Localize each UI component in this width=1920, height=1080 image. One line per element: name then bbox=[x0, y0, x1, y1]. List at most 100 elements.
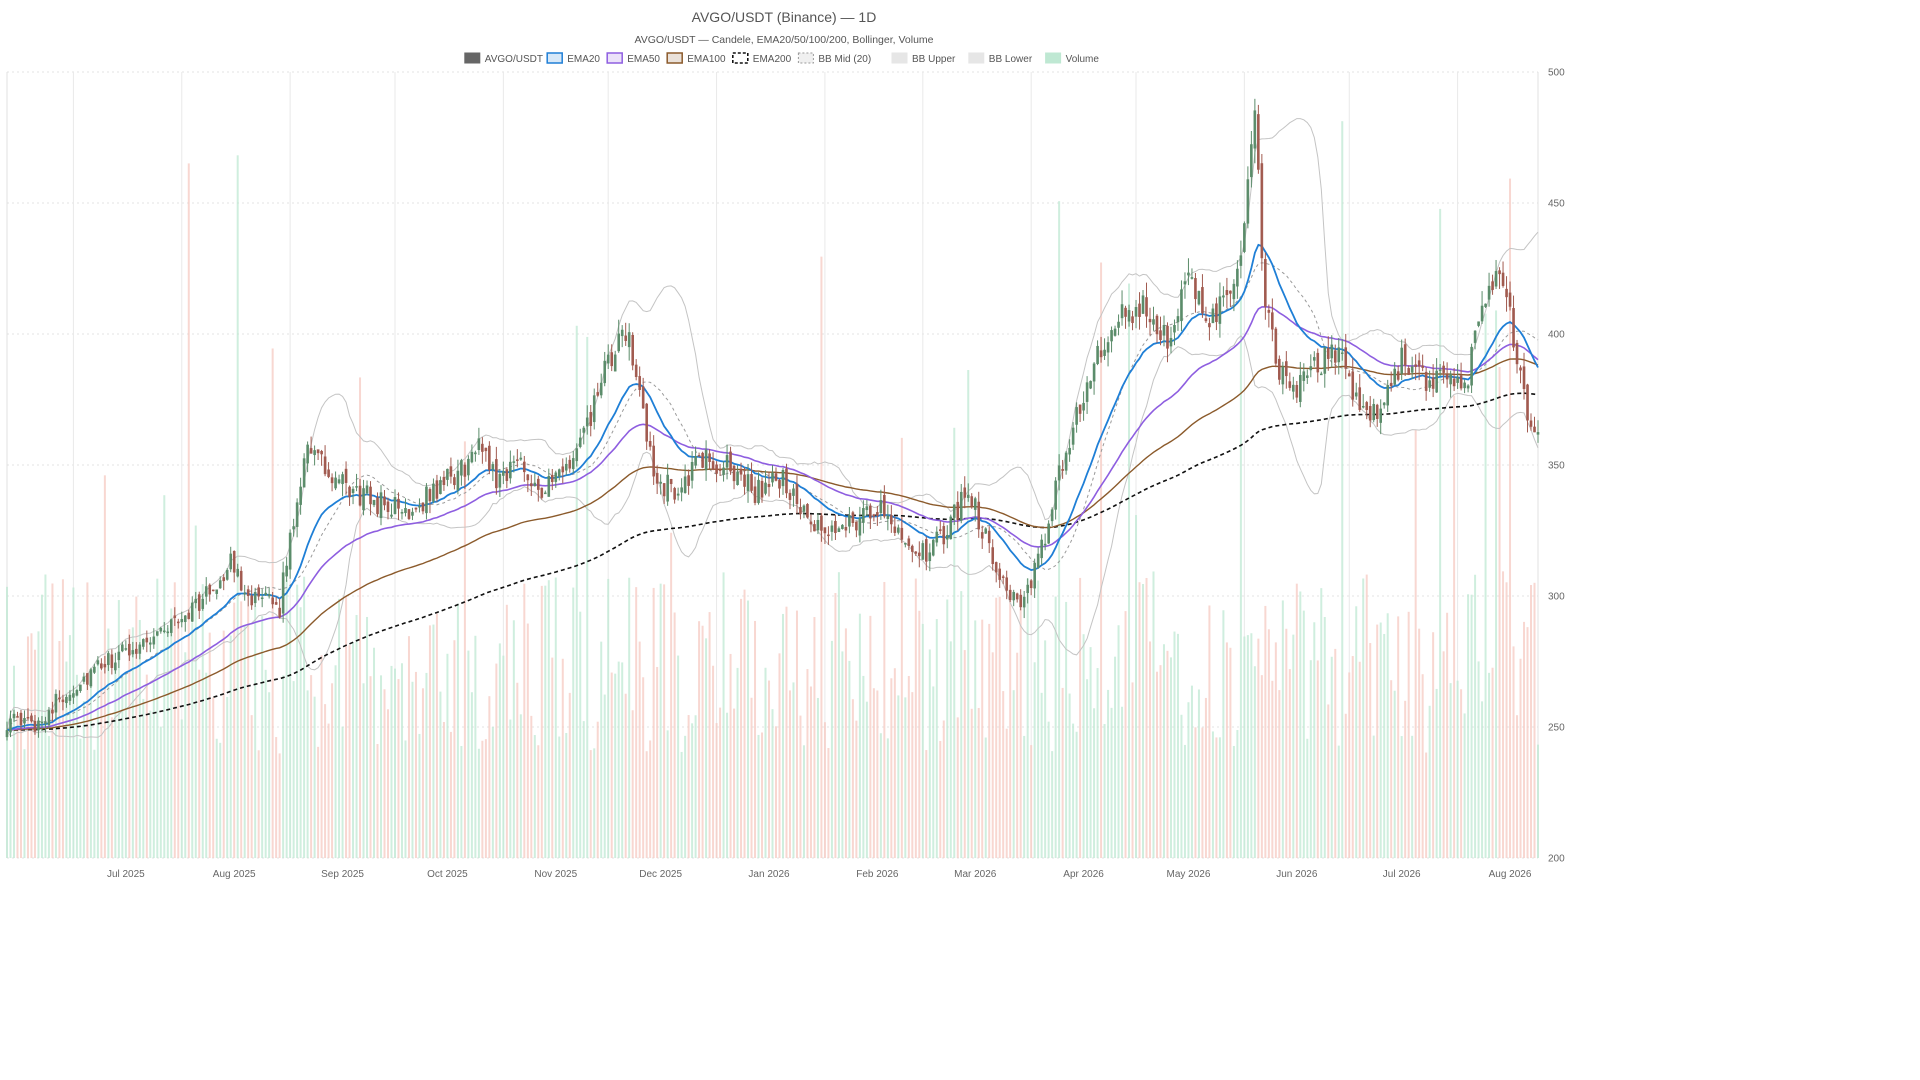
candle bbox=[984, 527, 988, 535]
candle bbox=[194, 591, 198, 609]
volume-bar bbox=[250, 715, 253, 858]
candle bbox=[320, 449, 323, 466]
candle-body bbox=[376, 497, 379, 515]
volume-bar bbox=[1327, 704, 1330, 858]
volume-bar bbox=[1432, 632, 1435, 858]
candle bbox=[1257, 104, 1260, 174]
volume-bar bbox=[359, 377, 362, 858]
candle bbox=[1236, 260, 1239, 299]
candle-body bbox=[470, 451, 474, 463]
volume-bar bbox=[1337, 745, 1340, 858]
volume-bar bbox=[488, 696, 491, 858]
volume-bar bbox=[781, 613, 784, 858]
chart-legend[interactable]: AVGO/USDT EMA20 EMA50 EMA100 EMA200 BB Mid (2… bbox=[464, 52, 1100, 65]
legend-item-ema20[interactable]: EMA20 bbox=[546, 52, 600, 65]
candle bbox=[100, 658, 103, 671]
candle bbox=[5, 721, 9, 741]
candle bbox=[197, 591, 201, 620]
legend-item-avgo-usdt[interactable]: AVGO/USDT bbox=[464, 52, 543, 65]
candle bbox=[599, 373, 603, 399]
candle bbox=[393, 489, 397, 515]
candle bbox=[823, 527, 827, 544]
candle bbox=[1498, 267, 1501, 289]
candle bbox=[956, 491, 960, 531]
candle bbox=[72, 685, 75, 704]
candle bbox=[1008, 584, 1012, 603]
candle bbox=[418, 498, 421, 513]
candle-body bbox=[82, 676, 86, 682]
y-tick-label: 300 bbox=[1548, 592, 1565, 603]
candle bbox=[40, 716, 44, 731]
candle-body bbox=[959, 491, 963, 521]
legend-item-bb-mid-20[interactable]: BB Mid (20) bbox=[797, 52, 871, 65]
candle bbox=[1519, 365, 1522, 384]
volume-bar bbox=[1135, 515, 1138, 858]
candle-body bbox=[841, 524, 844, 529]
x-tick-label: May 2026 bbox=[1166, 869, 1210, 880]
candle bbox=[365, 480, 369, 496]
candle-body bbox=[519, 457, 523, 460]
volume-bar bbox=[1446, 612, 1449, 858]
y-tick-label: 450 bbox=[1548, 199, 1565, 210]
volume-bar bbox=[649, 740, 652, 858]
legend-item-ema100[interactable]: EMA100 bbox=[666, 52, 726, 65]
volume-bar bbox=[1379, 622, 1382, 858]
candle-body bbox=[5, 730, 9, 738]
candle-body bbox=[260, 597, 264, 600]
volume-bar bbox=[1470, 594, 1473, 858]
volume-bar bbox=[247, 606, 250, 858]
volume-bar bbox=[131, 627, 134, 858]
volume-bar bbox=[918, 610, 921, 858]
candle bbox=[33, 714, 37, 735]
volume-bar bbox=[229, 635, 232, 858]
volume-bar bbox=[512, 620, 515, 858]
legend-item-bb-upper[interactable]: BB Upper bbox=[891, 52, 956, 65]
volume-bar bbox=[79, 738, 82, 858]
candle-body bbox=[386, 501, 390, 512]
candle-body bbox=[764, 482, 767, 494]
candle bbox=[61, 694, 65, 711]
volume-bar bbox=[1166, 650, 1169, 858]
volume-bar bbox=[519, 714, 522, 858]
candle-body bbox=[795, 483, 799, 505]
candle bbox=[1351, 358, 1355, 407]
x-tick-label: Oct 2025 bbox=[427, 869, 468, 880]
volume-bar bbox=[1439, 208, 1442, 858]
volume-bar bbox=[1257, 638, 1260, 858]
legend-item-volume[interactable]: Volume bbox=[1045, 52, 1100, 65]
volume-bar bbox=[1169, 657, 1172, 858]
legend-item-bb-lower[interactable]: BB Lower bbox=[968, 52, 1033, 65]
x-tick-label: Aug 2025 bbox=[213, 869, 256, 880]
volume-bar bbox=[12, 665, 15, 858]
candle-body bbox=[1351, 371, 1355, 400]
candle bbox=[945, 525, 949, 549]
volume-bar bbox=[757, 734, 760, 858]
candle-body bbox=[1050, 509, 1054, 522]
candle bbox=[918, 541, 921, 568]
candle bbox=[774, 467, 778, 482]
volume-bar bbox=[495, 663, 498, 858]
volume-bar bbox=[163, 495, 166, 858]
candle-body bbox=[1407, 368, 1410, 375]
x-tick-label: Jul 2026 bbox=[1383, 869, 1421, 880]
candle bbox=[51, 701, 54, 722]
volume-bar bbox=[16, 714, 19, 858]
legend-item-ema50[interactable]: EMA50 bbox=[606, 52, 660, 65]
candle-body bbox=[246, 589, 250, 596]
candle bbox=[1491, 274, 1494, 295]
volume-bar bbox=[1197, 689, 1200, 858]
volume-bar bbox=[589, 750, 592, 858]
volume-bars bbox=[6, 121, 1539, 859]
volume-bar bbox=[404, 740, 407, 858]
candle bbox=[162, 622, 166, 634]
candle-body bbox=[107, 653, 110, 666]
legend-swatch bbox=[1045, 52, 1062, 64]
volume-bar bbox=[631, 710, 634, 858]
candle bbox=[606, 344, 610, 370]
volume-bar bbox=[1488, 672, 1491, 858]
legend-item-ema200[interactable]: EMA200 bbox=[731, 52, 792, 65]
volume-bar bbox=[1225, 642, 1228, 858]
candle bbox=[725, 444, 729, 480]
volume-bar bbox=[498, 643, 501, 858]
volume-bar bbox=[607, 578, 610, 858]
